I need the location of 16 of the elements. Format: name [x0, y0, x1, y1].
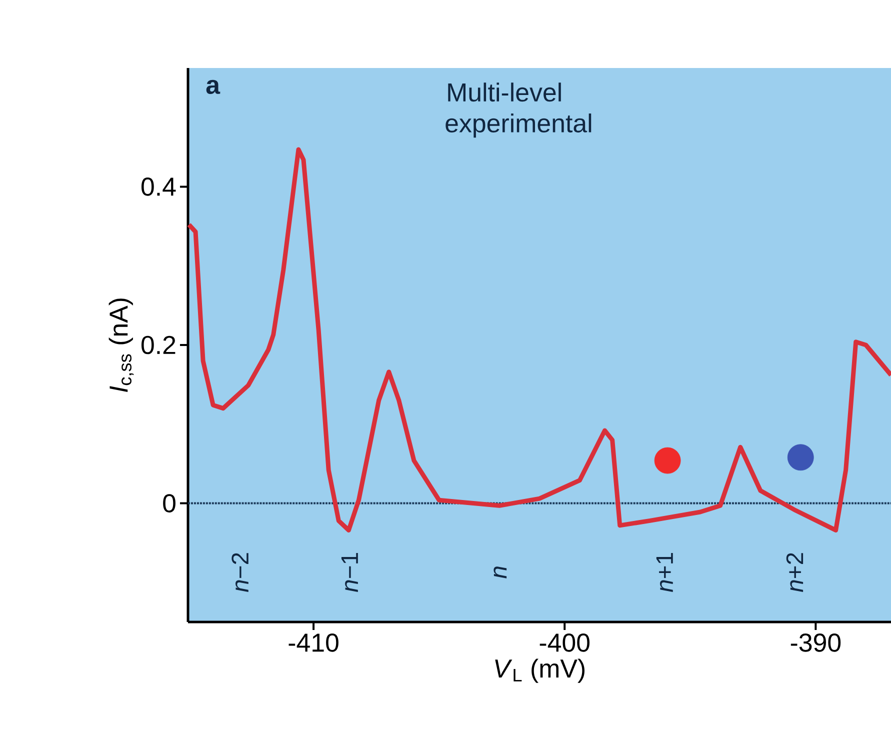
- annotation: n−2: [232, 553, 248, 592]
- x-axis-title: V$_{L}$ (mV): [495, 658, 584, 683]
- annotation: n−1: [341, 553, 358, 592]
- annotation: n+1: [656, 553, 673, 592]
- y-tick-label: 0.4: [141, 178, 176, 196]
- y-tick-label: 0.2: [141, 336, 176, 354]
- annotation: n: [494, 566, 507, 578]
- annotation: n+2: [786, 553, 804, 592]
- x-tick-label: -400: [540, 634, 590, 652]
- annotation: a: [206, 80, 220, 94]
- x-tick-label: -410: [288, 634, 338, 652]
- x-tick-label: -390: [790, 634, 841, 652]
- y-axis-title: I$_{c,ss}$ (nA): [108, 298, 134, 392]
- text: Multi-level experimental: [446, 82, 592, 138]
- line-series: [186, 147, 891, 532]
- y-tick-label: 0: [163, 494, 176, 512]
